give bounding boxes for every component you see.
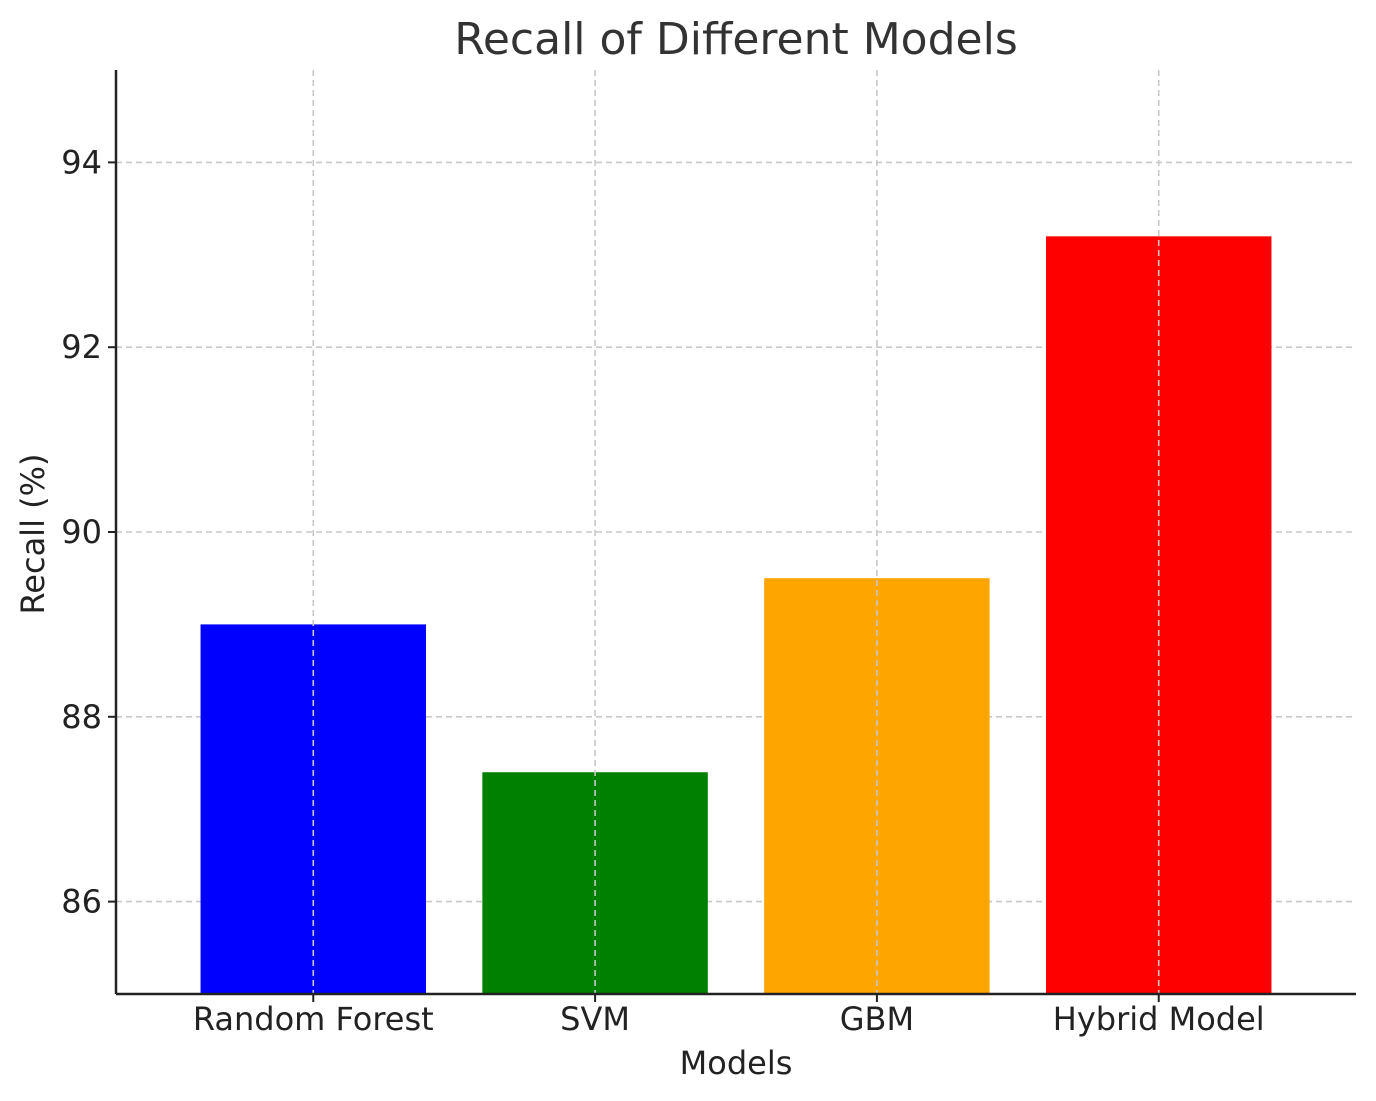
y-tick-label: 92 — [61, 328, 102, 366]
y-tick-label: 90 — [61, 513, 102, 551]
x-tick-label: SVM — [560, 1000, 630, 1038]
y-axis-label: Recall (%) — [14, 453, 52, 614]
x-tick-label: Random Forest — [193, 1000, 434, 1038]
bar — [200, 624, 426, 994]
bars — [200, 70, 1272, 994]
x-tick-label: Hybrid Model — [1053, 1000, 1265, 1038]
x-axis-label: Models — [680, 1044, 793, 1082]
y-tick-label: 88 — [61, 698, 102, 736]
y-tick-label: 86 — [61, 883, 102, 921]
chart-title: Recall of Different Models — [454, 14, 1018, 65]
x-tick-label: GBM — [840, 1000, 914, 1038]
y-tick-label: 94 — [61, 143, 102, 181]
tick-labels: 86 88 90 92 94 Random Forest SVM GBM Hybrid Mode… — [61, 143, 1264, 1038]
axes — [108, 70, 1356, 1002]
